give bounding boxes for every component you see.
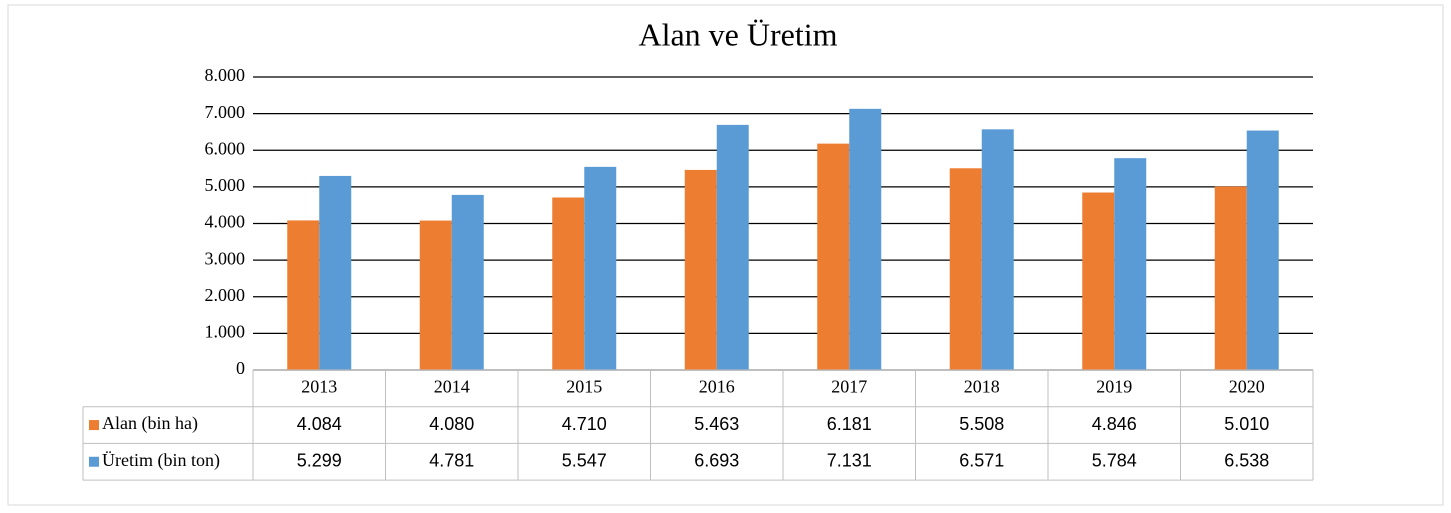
table-value: 6.693 bbox=[694, 451, 739, 471]
bar bbox=[981, 129, 1014, 370]
x-tick-label: 2014 bbox=[434, 376, 470, 396]
table-value: 5.547 bbox=[562, 451, 607, 471]
x-tick-label: 2018 bbox=[964, 376, 1000, 396]
bar bbox=[716, 124, 749, 371]
table-value: 4.781 bbox=[429, 451, 474, 471]
y-tick-label: 8.000 bbox=[205, 65, 246, 85]
x-tick-label: 2017 bbox=[831, 376, 867, 396]
table-value: 5.010 bbox=[1224, 414, 1269, 434]
chart-title: Alan ve Üretim bbox=[638, 16, 837, 52]
y-tick-label: 5.000 bbox=[205, 175, 246, 195]
table-value: 7.131 bbox=[827, 451, 872, 471]
y-tick-label: 0 bbox=[236, 358, 245, 378]
x-tick-label: 2019 bbox=[1096, 376, 1132, 396]
bar bbox=[451, 194, 484, 370]
bar bbox=[1246, 130, 1279, 370]
y-tick-label: 7.000 bbox=[205, 102, 246, 122]
y-tick-label: 6.000 bbox=[205, 138, 246, 158]
bar bbox=[684, 169, 717, 370]
bar bbox=[319, 175, 352, 370]
bar bbox=[1214, 186, 1247, 370]
bar bbox=[419, 220, 452, 370]
legend-label: Alan (bin ha) bbox=[102, 413, 198, 434]
legend-key bbox=[89, 456, 99, 467]
x-tick-label: 2015 bbox=[566, 376, 602, 396]
table-value: 5.463 bbox=[694, 414, 739, 434]
table-value: 6.571 bbox=[959, 451, 1004, 471]
legend-label: Üretim (bin ton) bbox=[102, 450, 220, 471]
table-value: 5.299 bbox=[297, 451, 342, 471]
table-value: 4.846 bbox=[1092, 414, 1137, 434]
x-tick-label: 2020 bbox=[1229, 376, 1265, 396]
table-value: 5.508 bbox=[959, 414, 1004, 434]
table-value: 6.181 bbox=[827, 414, 872, 434]
y-tick-label: 1.000 bbox=[205, 322, 246, 342]
legend-key bbox=[89, 420, 99, 431]
table-value: 5.784 bbox=[1092, 451, 1137, 471]
bar bbox=[949, 168, 982, 370]
bar bbox=[1082, 192, 1115, 370]
x-tick-label: 2016 bbox=[699, 376, 735, 396]
bar bbox=[1114, 158, 1147, 370]
table-value: 6.538 bbox=[1224, 451, 1269, 471]
bar bbox=[849, 108, 882, 371]
table-value: 4.084 bbox=[297, 414, 342, 434]
y-tick-label: 2.000 bbox=[205, 285, 246, 305]
table-value: 4.710 bbox=[562, 414, 607, 434]
y-tick-label: 4.000 bbox=[205, 212, 246, 232]
bar bbox=[287, 220, 320, 370]
bar bbox=[552, 197, 585, 370]
table-value: 4.080 bbox=[429, 414, 474, 434]
bar bbox=[817, 143, 850, 370]
x-tick-label: 2013 bbox=[301, 376, 337, 396]
y-tick-label: 3.000 bbox=[205, 248, 246, 268]
bar bbox=[584, 166, 617, 370]
